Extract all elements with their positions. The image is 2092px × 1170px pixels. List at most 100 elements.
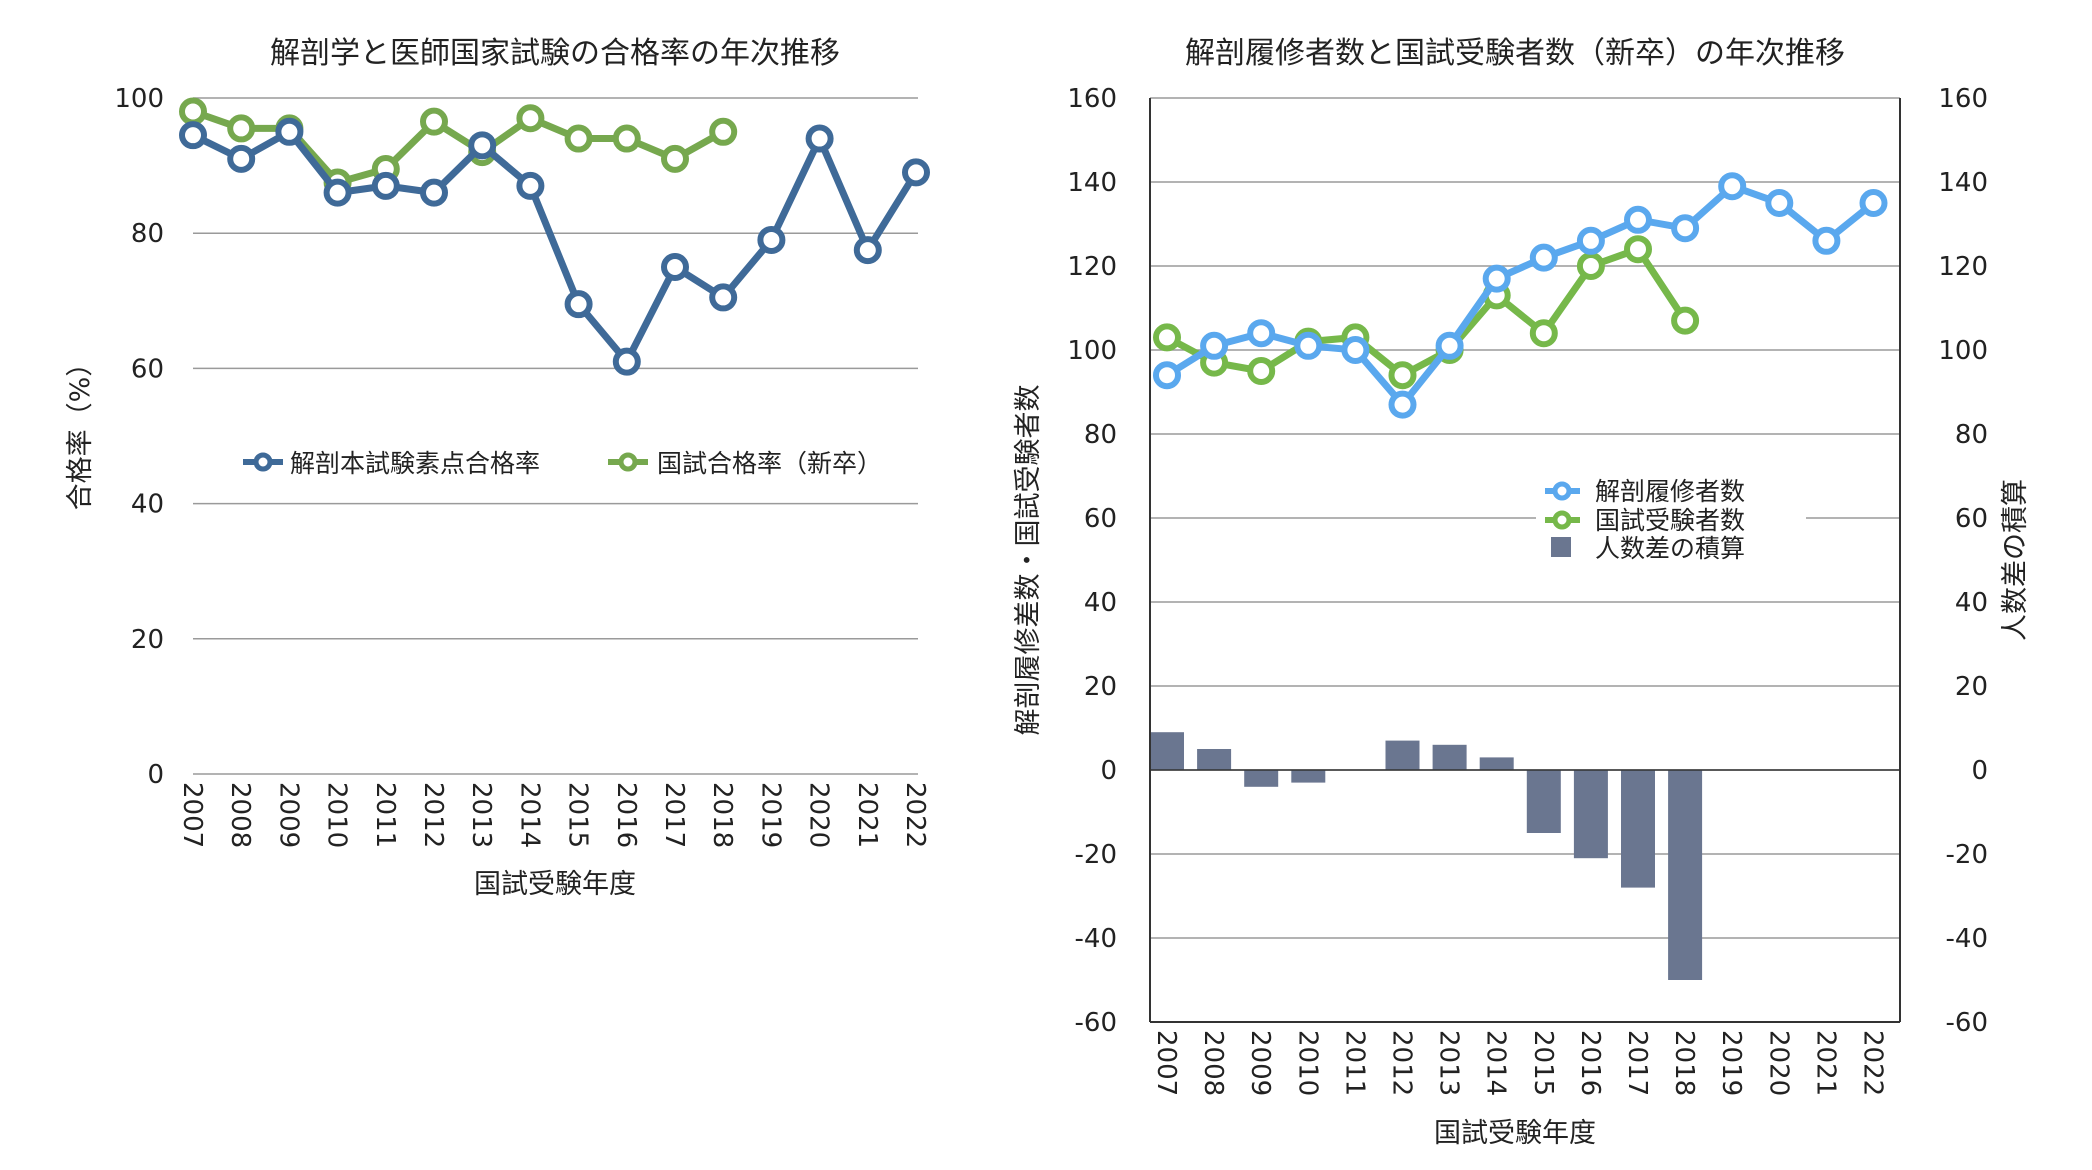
x-tick-label: 2010 <box>322 782 352 848</box>
legend-anatomy-pass-rate: 解剖本試験素点合格率 <box>290 449 540 478</box>
data-point-0 <box>1388 390 1417 419</box>
x-tick-label: 2007 <box>1151 1030 1181 1096</box>
bar <box>1150 732 1184 770</box>
data-point-0 <box>564 290 593 319</box>
legend-marker-exam-count <box>1552 510 1572 530</box>
data-point-0 <box>709 283 738 312</box>
x-tick-label: 2020 <box>1763 1030 1793 1096</box>
data-point-1 <box>1576 252 1605 280</box>
x-tick-label: 2021 <box>852 782 882 848</box>
bar <box>1197 749 1232 770</box>
legend-marker-anatomy-pass-rate <box>253 452 273 472</box>
data-point-1 <box>709 117 738 146</box>
y-tick-label: 60 <box>1084 504 1117 534</box>
chart2-right-y-axis-label: 人数差の積算 <box>2000 479 2031 641</box>
legend-exam-pass-rate: 国試合格率（新卒） <box>657 449 882 478</box>
y-tick-label: 160 <box>1067 84 1117 114</box>
data-point-0 <box>420 178 448 207</box>
chart2-title: 解剖履修者数と国試受験者数（新卒）の年次推移 <box>1185 36 1845 71</box>
x-tick-label: 2013 <box>466 782 496 848</box>
x-tick-label: 2021 <box>1810 1030 1840 1096</box>
data-point-0 <box>275 117 304 146</box>
x-tick-label: 2014 <box>1481 1030 1511 1096</box>
x-tick-label: 2018 <box>1669 1030 1699 1096</box>
data-point-1 <box>1153 323 1181 352</box>
data-point-0 <box>179 121 207 150</box>
data-point-0 <box>1341 336 1370 364</box>
bar <box>1291 770 1326 783</box>
data-point-0 <box>1294 331 1323 360</box>
y-tick-label: 0 <box>1100 756 1117 786</box>
x-tick-label: 2007 <box>177 782 207 848</box>
data-point-1 <box>1247 357 1276 385</box>
bar <box>1244 770 1279 787</box>
chart1-y-axis-label: 合格率（%） <box>65 350 96 511</box>
data-point-0 <box>1765 189 1794 217</box>
y-tick-label: -40 <box>1075 924 1117 954</box>
y-tick-label: 40 <box>131 490 164 520</box>
x-tick-label: 2017 <box>1622 1030 1652 1096</box>
legend-cumulative-diff: 人数差の積算 <box>1595 534 1745 563</box>
data-point-0 <box>902 158 930 187</box>
data-point-0 <box>1435 331 1464 360</box>
x-tick-label: 2022 <box>1858 1030 1888 1096</box>
data-point-0 <box>1576 226 1605 255</box>
data-point-0 <box>661 253 689 281</box>
legend-marker-anatomy-count <box>1552 481 1572 501</box>
y-tick-label: 100 <box>1067 336 1117 366</box>
data-point-0 <box>805 124 834 153</box>
data-point-0 <box>1153 361 1181 390</box>
x-tick-label: 2022 <box>900 782 930 848</box>
series-line-0 <box>191 128 919 366</box>
x-tick-label: 2016 <box>611 782 641 848</box>
data-point-1 <box>1671 306 1700 335</box>
bar <box>1526 770 1561 833</box>
data-point-0 <box>1482 264 1511 293</box>
y-tick-label: 40 <box>1084 588 1117 618</box>
y-tick-label: 60 <box>131 354 164 384</box>
data-point-0 <box>516 171 545 200</box>
bar <box>1621 770 1655 888</box>
y-tick-label: 20 <box>1084 672 1117 702</box>
legend-exam-count: 国試受験者数 <box>1595 506 1745 535</box>
right-y-tick-label: 40 <box>1955 588 1988 618</box>
x-tick-label: 2009 <box>1245 1030 1275 1096</box>
data-point-0 <box>1529 243 1558 272</box>
data-point-0 <box>1859 189 1888 217</box>
data-point-1 <box>564 124 593 153</box>
y-tick-label: -20 <box>1075 840 1117 870</box>
legend-marker-exam-pass-rate <box>618 452 638 472</box>
x-tick-label: 2019 <box>1716 1030 1746 1096</box>
bar <box>1432 744 1467 770</box>
data-point-1 <box>1624 235 1652 264</box>
series-line-1 <box>1165 245 1689 379</box>
x-tick-label: 2009 <box>273 782 303 848</box>
x-tick-label: 2018 <box>707 782 737 848</box>
chart1-x-axis-label: 国試受験年度 <box>474 869 636 900</box>
x-tick-label: 2011 <box>1339 1030 1369 1096</box>
data-point-0 <box>853 236 882 265</box>
data-point-1 <box>661 144 689 173</box>
y-tick-label: 80 <box>131 219 164 249</box>
data-point-0 <box>227 144 256 173</box>
data-point-0 <box>1200 331 1229 360</box>
data-point-0 <box>371 171 400 200</box>
chart1-title: 解剖学と医師国家試験の合格率の年次推移 <box>270 36 840 71</box>
x-tick-label: 2011 <box>370 782 400 848</box>
x-tick-label: 2008 <box>1198 1030 1228 1096</box>
y-tick-label: -60 <box>1075 1008 1117 1038</box>
chart2-y-axis-label: 解剖履修差数・国試受験者数 <box>1013 385 1044 736</box>
x-tick-label: 2016 <box>1575 1030 1605 1096</box>
data-point-0 <box>1718 172 1747 201</box>
legend-background <box>1536 476 1806 564</box>
right-y-tick-label: 140 <box>1938 168 1988 198</box>
right-y-tick-label: 80 <box>1955 420 1988 450</box>
bar <box>1385 740 1420 770</box>
data-point-0 <box>1247 319 1276 348</box>
right-y-tick-label: 20 <box>1955 672 1988 702</box>
legend-marker-cumulative-diff <box>1551 537 1571 557</box>
data-point-1 <box>516 104 545 133</box>
y-tick-label: 20 <box>131 625 164 655</box>
data-point-1 <box>1388 361 1417 390</box>
